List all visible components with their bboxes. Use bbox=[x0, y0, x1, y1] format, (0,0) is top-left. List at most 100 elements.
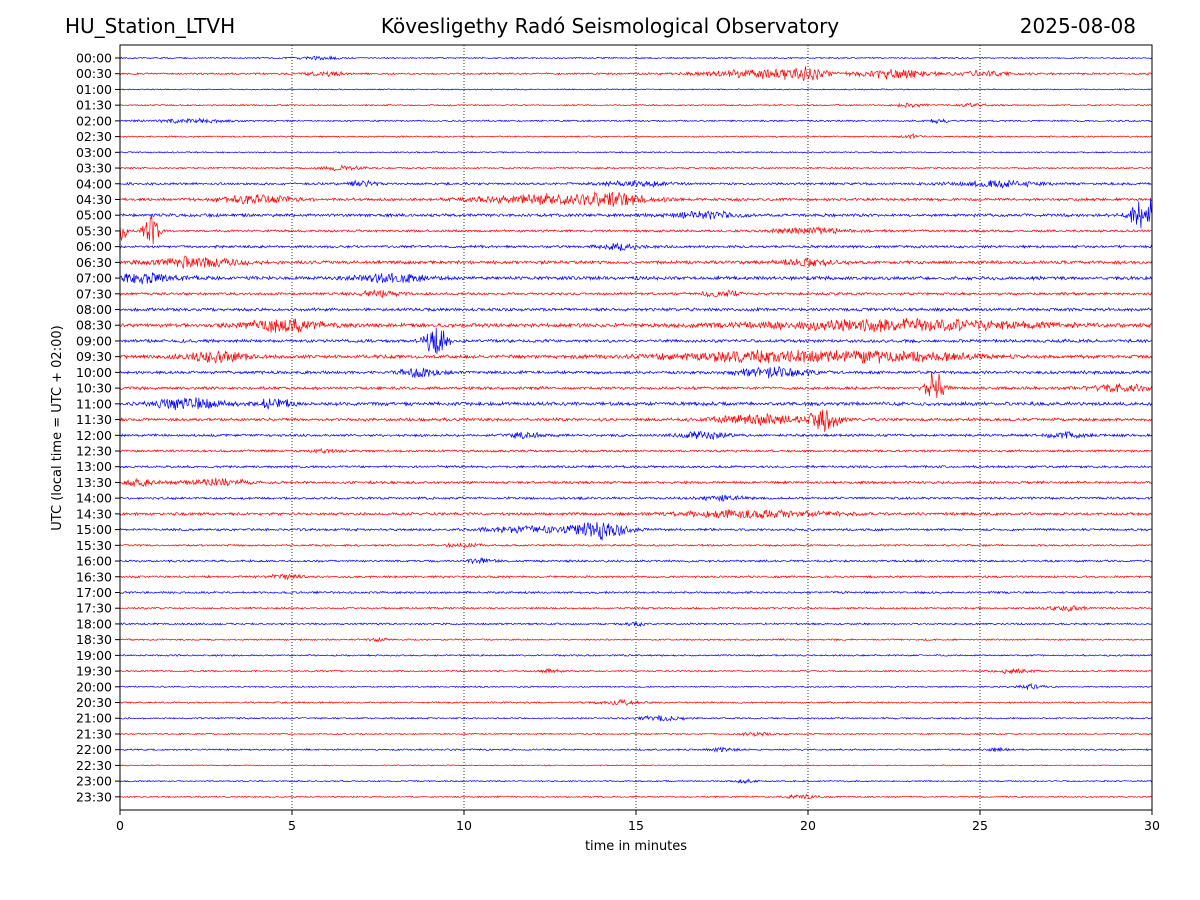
trace-2330 bbox=[119, 793, 1153, 800]
trace-0830 bbox=[119, 317, 1153, 333]
y-tick-label: 15:00 bbox=[76, 522, 112, 537]
x-tick-label: 20 bbox=[800, 818, 816, 833]
y-tick-label: 22:00 bbox=[76, 742, 112, 757]
y-tick-label: 05:00 bbox=[76, 208, 112, 223]
chart-date: 2025-08-08 bbox=[1019, 14, 1136, 38]
y-tick-label: 21:30 bbox=[76, 726, 112, 741]
y-tick-label: 07:00 bbox=[76, 271, 112, 286]
y-tick-label: 13:00 bbox=[76, 459, 112, 474]
y-tick-label: 05:30 bbox=[76, 223, 112, 238]
trace-0100 bbox=[119, 88, 1153, 91]
trace-1330 bbox=[119, 477, 1153, 487]
station-name: HU_Station_LTVH bbox=[65, 14, 236, 38]
trace-0500 bbox=[119, 199, 1153, 229]
trace-2000 bbox=[119, 682, 1153, 690]
y-tick-label: 07:30 bbox=[76, 286, 112, 301]
y-tick-label: 13:30 bbox=[76, 475, 112, 490]
trace-0700 bbox=[119, 272, 1153, 285]
x-tick-label: 10 bbox=[456, 818, 472, 833]
x-tick-label: 15 bbox=[628, 818, 644, 833]
y-tick-label: 01:00 bbox=[76, 82, 112, 97]
trace-0130 bbox=[119, 102, 1153, 109]
y-tick-label: 14:00 bbox=[76, 491, 112, 506]
y-tick-label: 14:30 bbox=[76, 506, 112, 521]
trace-0330 bbox=[119, 164, 1153, 172]
trace-0930 bbox=[119, 349, 1153, 364]
y-tick-label: 04:30 bbox=[76, 192, 112, 207]
trace-1700 bbox=[119, 590, 1153, 595]
y-tick-label: 00:30 bbox=[76, 66, 112, 81]
y-tick-label: 21:00 bbox=[76, 711, 112, 726]
y-tick-label: 23:30 bbox=[76, 789, 112, 804]
y-axis-ticks: 00:0000:3001:0001:3002:0002:3003:0003:30… bbox=[76, 51, 120, 804]
x-tick-label: 25 bbox=[972, 818, 988, 833]
y-tick-label: 03:00 bbox=[76, 145, 112, 160]
y-tick-label: 12:00 bbox=[76, 428, 112, 443]
x-tick-label: 5 bbox=[288, 818, 296, 833]
trace-0230 bbox=[119, 132, 1153, 140]
y-tick-label: 18:00 bbox=[76, 616, 112, 631]
trace-0600 bbox=[119, 242, 1153, 251]
trace-0430 bbox=[119, 191, 1153, 207]
trace-0400 bbox=[119, 179, 1153, 189]
grid-lines bbox=[291, 45, 981, 810]
trace-2200 bbox=[119, 746, 1153, 753]
y-tick-label: 06:00 bbox=[76, 239, 112, 254]
y-tick-label: 04:00 bbox=[76, 176, 112, 191]
y-tick-label: 11:30 bbox=[76, 412, 112, 427]
x-tick-label: 0 bbox=[116, 818, 124, 833]
y-tick-label: 12:30 bbox=[76, 444, 112, 459]
trace-0730 bbox=[119, 288, 1153, 299]
trace-0530 bbox=[119, 214, 1153, 245]
trace-2230 bbox=[119, 764, 1153, 767]
y-tick-label: 23:00 bbox=[76, 774, 112, 789]
x-tick-label: 30 bbox=[1144, 818, 1160, 833]
trace-2300 bbox=[119, 778, 1153, 784]
y-tick-label: 17:30 bbox=[76, 601, 112, 616]
y-tick-label: 09:30 bbox=[76, 349, 112, 364]
trace-0200 bbox=[119, 117, 1153, 125]
y-tick-label: 19:00 bbox=[76, 648, 112, 663]
y-tick-label: 01:30 bbox=[76, 98, 112, 113]
y-tick-label: 16:00 bbox=[76, 554, 112, 569]
y-tick-label: 02:00 bbox=[76, 113, 112, 128]
y-tick-label: 19:30 bbox=[76, 664, 112, 679]
trace-1130 bbox=[119, 409, 1153, 432]
trace-1730 bbox=[119, 605, 1153, 613]
y-tick-label: 11:00 bbox=[76, 396, 112, 411]
trace-1230 bbox=[119, 447, 1153, 455]
trace-1530 bbox=[119, 542, 1153, 549]
trace-1400 bbox=[119, 494, 1153, 503]
trace-1300 bbox=[119, 464, 1153, 469]
trace-1830 bbox=[119, 637, 1153, 643]
trace-0030 bbox=[119, 66, 1153, 82]
trace-1600 bbox=[119, 557, 1153, 565]
y-tick-label: 06:30 bbox=[76, 255, 112, 270]
trace-1500 bbox=[119, 521, 1153, 541]
trace-1430 bbox=[119, 509, 1153, 519]
trace-1630 bbox=[119, 573, 1153, 581]
trace-2100 bbox=[119, 714, 1153, 722]
y-tick-label: 09:00 bbox=[76, 333, 112, 348]
trace-0000 bbox=[119, 55, 1153, 61]
x-axis-ticks: 0 5 10 15 20 25 30 bbox=[116, 810, 1160, 833]
y-axis-label: UTC (local time = UTC + 02:00) bbox=[50, 325, 65, 530]
y-tick-label: 10:30 bbox=[76, 381, 112, 396]
trace-1200 bbox=[119, 430, 1153, 441]
y-tick-label: 20:30 bbox=[76, 695, 112, 710]
chart-title: Kövesligethy Radó Seismological Observat… bbox=[380, 14, 840, 38]
y-tick-label: 08:30 bbox=[76, 318, 112, 333]
trace-0630 bbox=[119, 255, 1153, 270]
y-tick-label: 20:00 bbox=[76, 679, 112, 694]
trace-1900 bbox=[119, 653, 1153, 657]
y-tick-label: 08:00 bbox=[76, 302, 112, 317]
trace-1930 bbox=[119, 667, 1153, 675]
trace-1800 bbox=[119, 621, 1153, 628]
trace-1000 bbox=[119, 365, 1153, 379]
y-tick-label: 10:00 bbox=[76, 365, 112, 380]
y-tick-label: 17:00 bbox=[76, 585, 112, 600]
y-tick-label: 22:30 bbox=[76, 758, 112, 773]
y-tick-label: 15:30 bbox=[76, 538, 112, 553]
trace-2130 bbox=[119, 731, 1153, 737]
